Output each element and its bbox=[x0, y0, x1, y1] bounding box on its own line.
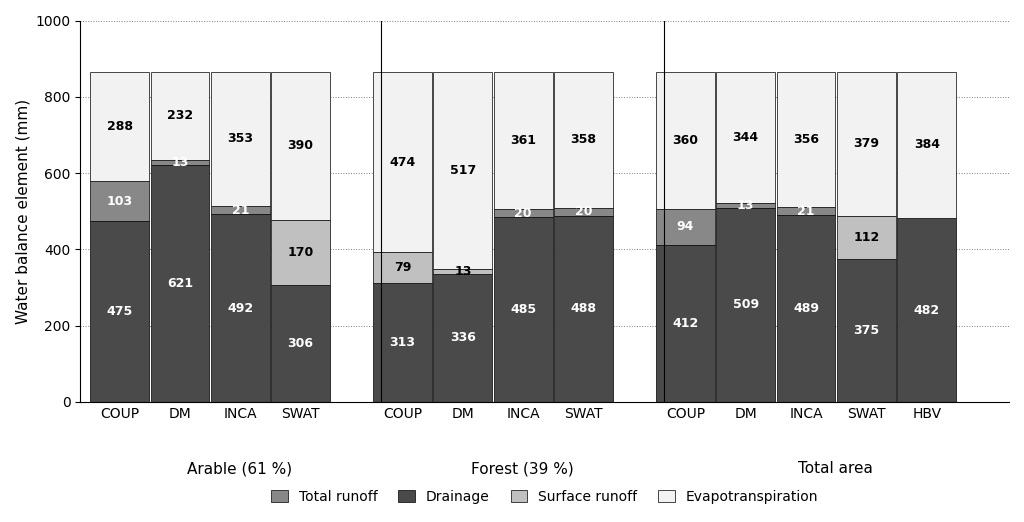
Bar bbox=[271, 220, 330, 285]
Text: Total area: Total area bbox=[798, 461, 872, 476]
Bar bbox=[151, 165, 209, 402]
Bar bbox=[211, 214, 269, 402]
Text: 21: 21 bbox=[231, 204, 249, 217]
Text: 20: 20 bbox=[514, 207, 531, 220]
Text: 344: 344 bbox=[732, 130, 759, 144]
Bar bbox=[897, 218, 956, 402]
Text: 13: 13 bbox=[454, 265, 471, 278]
Text: 79: 79 bbox=[394, 261, 412, 274]
Text: 94: 94 bbox=[677, 220, 694, 233]
Text: 517: 517 bbox=[450, 164, 476, 177]
Bar bbox=[717, 203, 775, 208]
Text: 390: 390 bbox=[288, 139, 313, 152]
Text: 384: 384 bbox=[913, 138, 940, 151]
Text: 488: 488 bbox=[570, 302, 597, 315]
Text: 170: 170 bbox=[288, 246, 313, 259]
Bar bbox=[656, 72, 715, 209]
Bar bbox=[271, 72, 330, 220]
Text: 474: 474 bbox=[389, 156, 416, 169]
Bar bbox=[494, 72, 553, 209]
Text: Arable (61 %): Arable (61 %) bbox=[187, 461, 292, 476]
Text: 485: 485 bbox=[510, 303, 537, 316]
Bar bbox=[433, 274, 493, 402]
Bar bbox=[554, 208, 613, 216]
Bar bbox=[837, 259, 896, 402]
Bar bbox=[373, 282, 432, 402]
Bar bbox=[211, 206, 269, 214]
Bar bbox=[776, 72, 836, 207]
Bar bbox=[837, 216, 896, 259]
Bar bbox=[151, 160, 209, 165]
Text: 112: 112 bbox=[853, 231, 880, 244]
Bar bbox=[837, 72, 896, 216]
Bar bbox=[271, 285, 330, 402]
Text: 360: 360 bbox=[673, 134, 698, 147]
Bar bbox=[433, 72, 493, 269]
Bar bbox=[554, 72, 613, 208]
Text: 379: 379 bbox=[853, 137, 880, 150]
Text: 21: 21 bbox=[798, 205, 815, 218]
Bar bbox=[717, 208, 775, 402]
Bar bbox=[494, 217, 553, 402]
Bar bbox=[90, 221, 148, 402]
Text: Forest (39 %): Forest (39 %) bbox=[471, 461, 573, 476]
Text: 509: 509 bbox=[732, 299, 759, 311]
Text: 306: 306 bbox=[288, 337, 313, 350]
Text: 336: 336 bbox=[450, 331, 476, 345]
Text: 232: 232 bbox=[167, 110, 193, 122]
Bar bbox=[494, 209, 553, 217]
Bar bbox=[656, 209, 715, 245]
Text: 353: 353 bbox=[227, 133, 253, 146]
Text: 288: 288 bbox=[106, 120, 132, 133]
Bar bbox=[554, 216, 613, 402]
Text: 13: 13 bbox=[737, 199, 755, 212]
Text: 621: 621 bbox=[167, 277, 193, 290]
Bar bbox=[211, 72, 269, 206]
Text: 489: 489 bbox=[793, 302, 819, 315]
Text: 358: 358 bbox=[570, 134, 597, 146]
Bar bbox=[656, 245, 715, 402]
Bar bbox=[90, 182, 148, 221]
Text: 356: 356 bbox=[793, 133, 819, 146]
Text: 103: 103 bbox=[106, 195, 133, 208]
Text: 412: 412 bbox=[672, 317, 698, 330]
Bar bbox=[90, 72, 148, 182]
Bar bbox=[776, 207, 836, 216]
Text: 361: 361 bbox=[510, 134, 537, 147]
Bar bbox=[433, 269, 493, 274]
Text: 20: 20 bbox=[574, 206, 592, 219]
Y-axis label: Water balance element (mm): Water balance element (mm) bbox=[15, 99, 30, 324]
Bar bbox=[373, 253, 432, 282]
Bar bbox=[776, 216, 836, 402]
Bar bbox=[897, 72, 956, 218]
Bar bbox=[717, 72, 775, 203]
Text: 492: 492 bbox=[227, 302, 253, 315]
Text: 313: 313 bbox=[389, 336, 416, 349]
Text: 475: 475 bbox=[106, 305, 133, 318]
Legend: Total runoff, Drainage, Surface runoff, Evapotranspiration: Total runoff, Drainage, Surface runoff, … bbox=[265, 484, 824, 509]
Bar bbox=[151, 72, 209, 160]
Text: 375: 375 bbox=[853, 324, 880, 337]
Text: 13: 13 bbox=[171, 156, 188, 169]
Text: 482: 482 bbox=[913, 303, 940, 316]
Bar bbox=[373, 72, 432, 253]
